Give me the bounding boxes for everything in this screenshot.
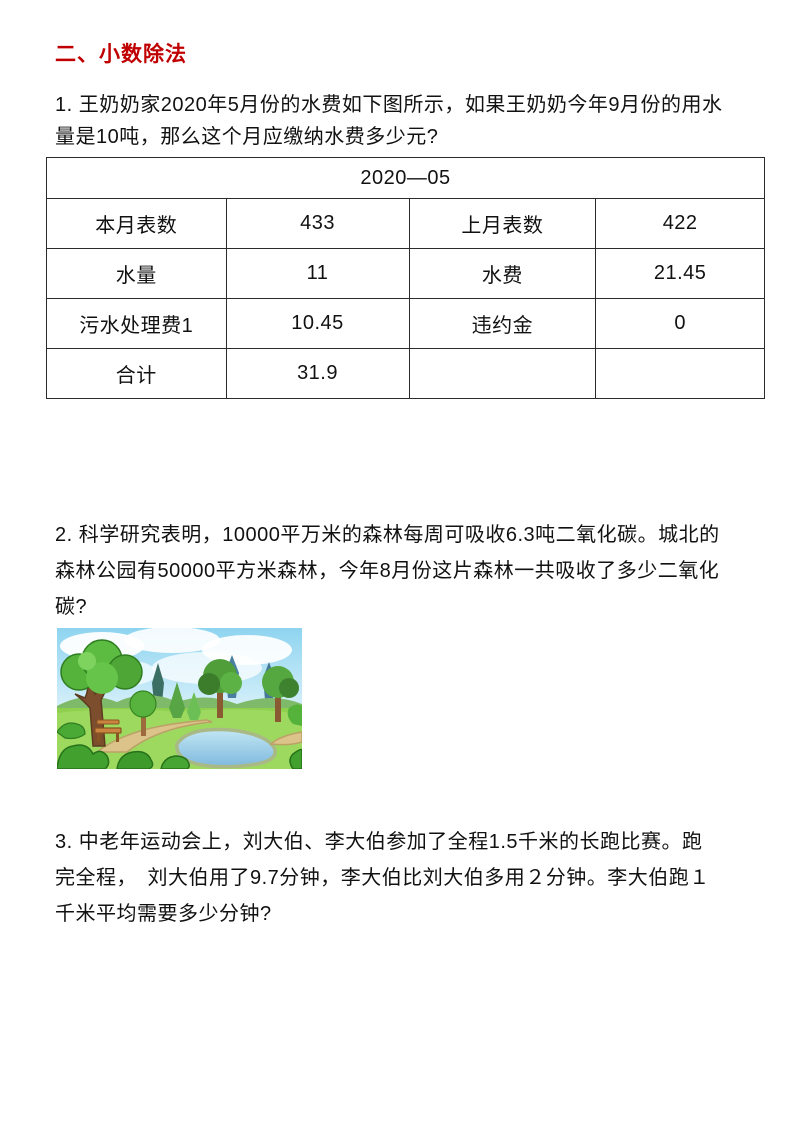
cell-label: 水费 — [408, 248, 597, 299]
cell-value: 11 — [225, 248, 410, 299]
water-bill-table: 2020—05 本月表数 433 上月表数 422 水量 11 水费 21.45… — [46, 157, 765, 399]
problem-2-line-2: 森林公园有50000平方米森林，今年8月份这片森林一共吸收了多少二氧化 — [55, 560, 720, 582]
cell-empty — [408, 348, 597, 399]
cell-value: 0 — [595, 298, 765, 349]
cell-label: 本月表数 — [46, 198, 227, 249]
cell-value: 433 — [225, 198, 410, 249]
cell-empty — [595, 348, 765, 399]
park-scene-illustration — [57, 628, 302, 769]
cell-value: 10.45 — [225, 298, 410, 349]
cell-value: 422 — [595, 198, 765, 249]
table-row: 水量 11 水费 21.45 — [46, 248, 765, 299]
problem-3-line-1: 3. 中老年运动会上，刘大伯、李大伯参加了全程1.5千米的长跑比赛。跑 — [55, 831, 703, 853]
cell-label: 违约金 — [408, 298, 597, 349]
cell-value: 21.45 — [595, 248, 765, 299]
problem-1: 1. 王奶奶家2020年5月份的水费如下图所示，如果王奶奶今年9月份的用水 量是… — [55, 89, 765, 153]
problem-1-line-1: 1. 王奶奶家2020年5月份的水费如下图所示，如果王奶奶今年9月份的用水 — [55, 94, 723, 116]
problem-2: 2. 科学研究表明，10000平万米的森林每周可吸收6.3吨二氧化碳。城北的 森… — [55, 517, 765, 625]
table-row: 合计 31.9 — [46, 348, 765, 399]
cell-label: 水量 — [46, 248, 227, 299]
table-row: 污水处理费1 10.45 违约金 0 — [46, 298, 765, 349]
problem-3-line-3: 千米平均需要多少分钟? — [55, 903, 272, 925]
cell-label: 污水处理费1 — [46, 298, 227, 349]
problem-1-line-2: 量是10吨，那么这个月应缴纳水费多少元? — [55, 126, 439, 148]
cell-value: 31.9 — [225, 348, 410, 399]
problem-2-line-1: 2. 科学研究表明，10000平万米的森林每周可吸收6.3吨二氧化碳。城北的 — [55, 524, 720, 546]
cell-label: 合计 — [46, 348, 227, 399]
table-row: 2020—05 — [46, 157, 765, 199]
section-title: 二、小数除法 — [55, 43, 187, 66]
bill-period: 2020—05 — [46, 157, 765, 199]
problem-3: 3. 中老年运动会上，刘大伯、李大伯参加了全程1.5千米的长跑比赛。跑 完全程，… — [55, 824, 765, 932]
cell-label: 上月表数 — [408, 198, 597, 249]
problem-3-line-2: 完全程， 刘大伯用了9.7分钟，李大伯比刘大伯多用２分钟。李大伯跑１ — [55, 867, 710, 889]
problem-2-line-3: 碳? — [55, 596, 88, 618]
table-row: 本月表数 433 上月表数 422 — [46, 198, 765, 249]
